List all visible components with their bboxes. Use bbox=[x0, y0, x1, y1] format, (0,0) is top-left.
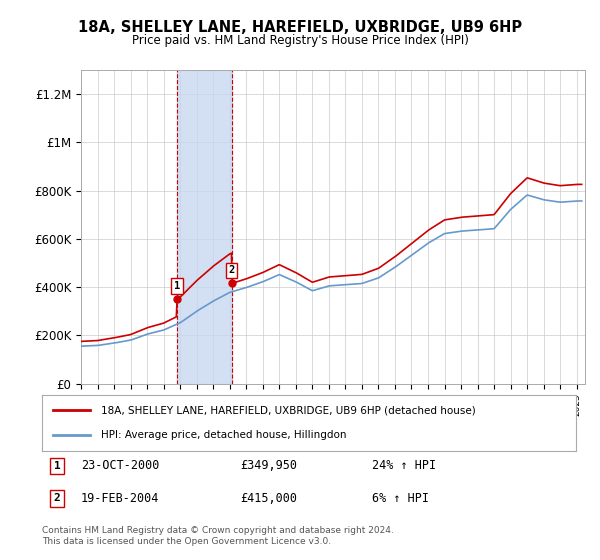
Text: 18A, SHELLEY LANE, HAREFIELD, UXBRIDGE, UB9 6HP: 18A, SHELLEY LANE, HAREFIELD, UXBRIDGE, … bbox=[78, 20, 522, 35]
Text: 6% ↑ HPI: 6% ↑ HPI bbox=[372, 492, 429, 505]
Text: 2: 2 bbox=[53, 493, 61, 503]
Text: 1: 1 bbox=[174, 281, 180, 291]
Text: 19-FEB-2004: 19-FEB-2004 bbox=[81, 492, 160, 505]
Text: 18A, SHELLEY LANE, HAREFIELD, UXBRIDGE, UB9 6HP (detached house): 18A, SHELLEY LANE, HAREFIELD, UXBRIDGE, … bbox=[101, 405, 475, 416]
Text: 2: 2 bbox=[229, 265, 235, 275]
Text: This data is licensed under the Open Government Licence v3.0.: This data is licensed under the Open Gov… bbox=[42, 537, 331, 546]
Text: 24% ↑ HPI: 24% ↑ HPI bbox=[372, 459, 436, 473]
Text: £349,950: £349,950 bbox=[240, 459, 297, 473]
Text: 1: 1 bbox=[53, 461, 61, 471]
Text: £415,000: £415,000 bbox=[240, 492, 297, 505]
Text: Price paid vs. HM Land Registry's House Price Index (HPI): Price paid vs. HM Land Registry's House … bbox=[131, 34, 469, 46]
Text: HPI: Average price, detached house, Hillingdon: HPI: Average price, detached house, Hill… bbox=[101, 430, 346, 440]
Text: Contains HM Land Registry data © Crown copyright and database right 2024.: Contains HM Land Registry data © Crown c… bbox=[42, 526, 394, 535]
Text: 23-OCT-2000: 23-OCT-2000 bbox=[81, 459, 160, 473]
